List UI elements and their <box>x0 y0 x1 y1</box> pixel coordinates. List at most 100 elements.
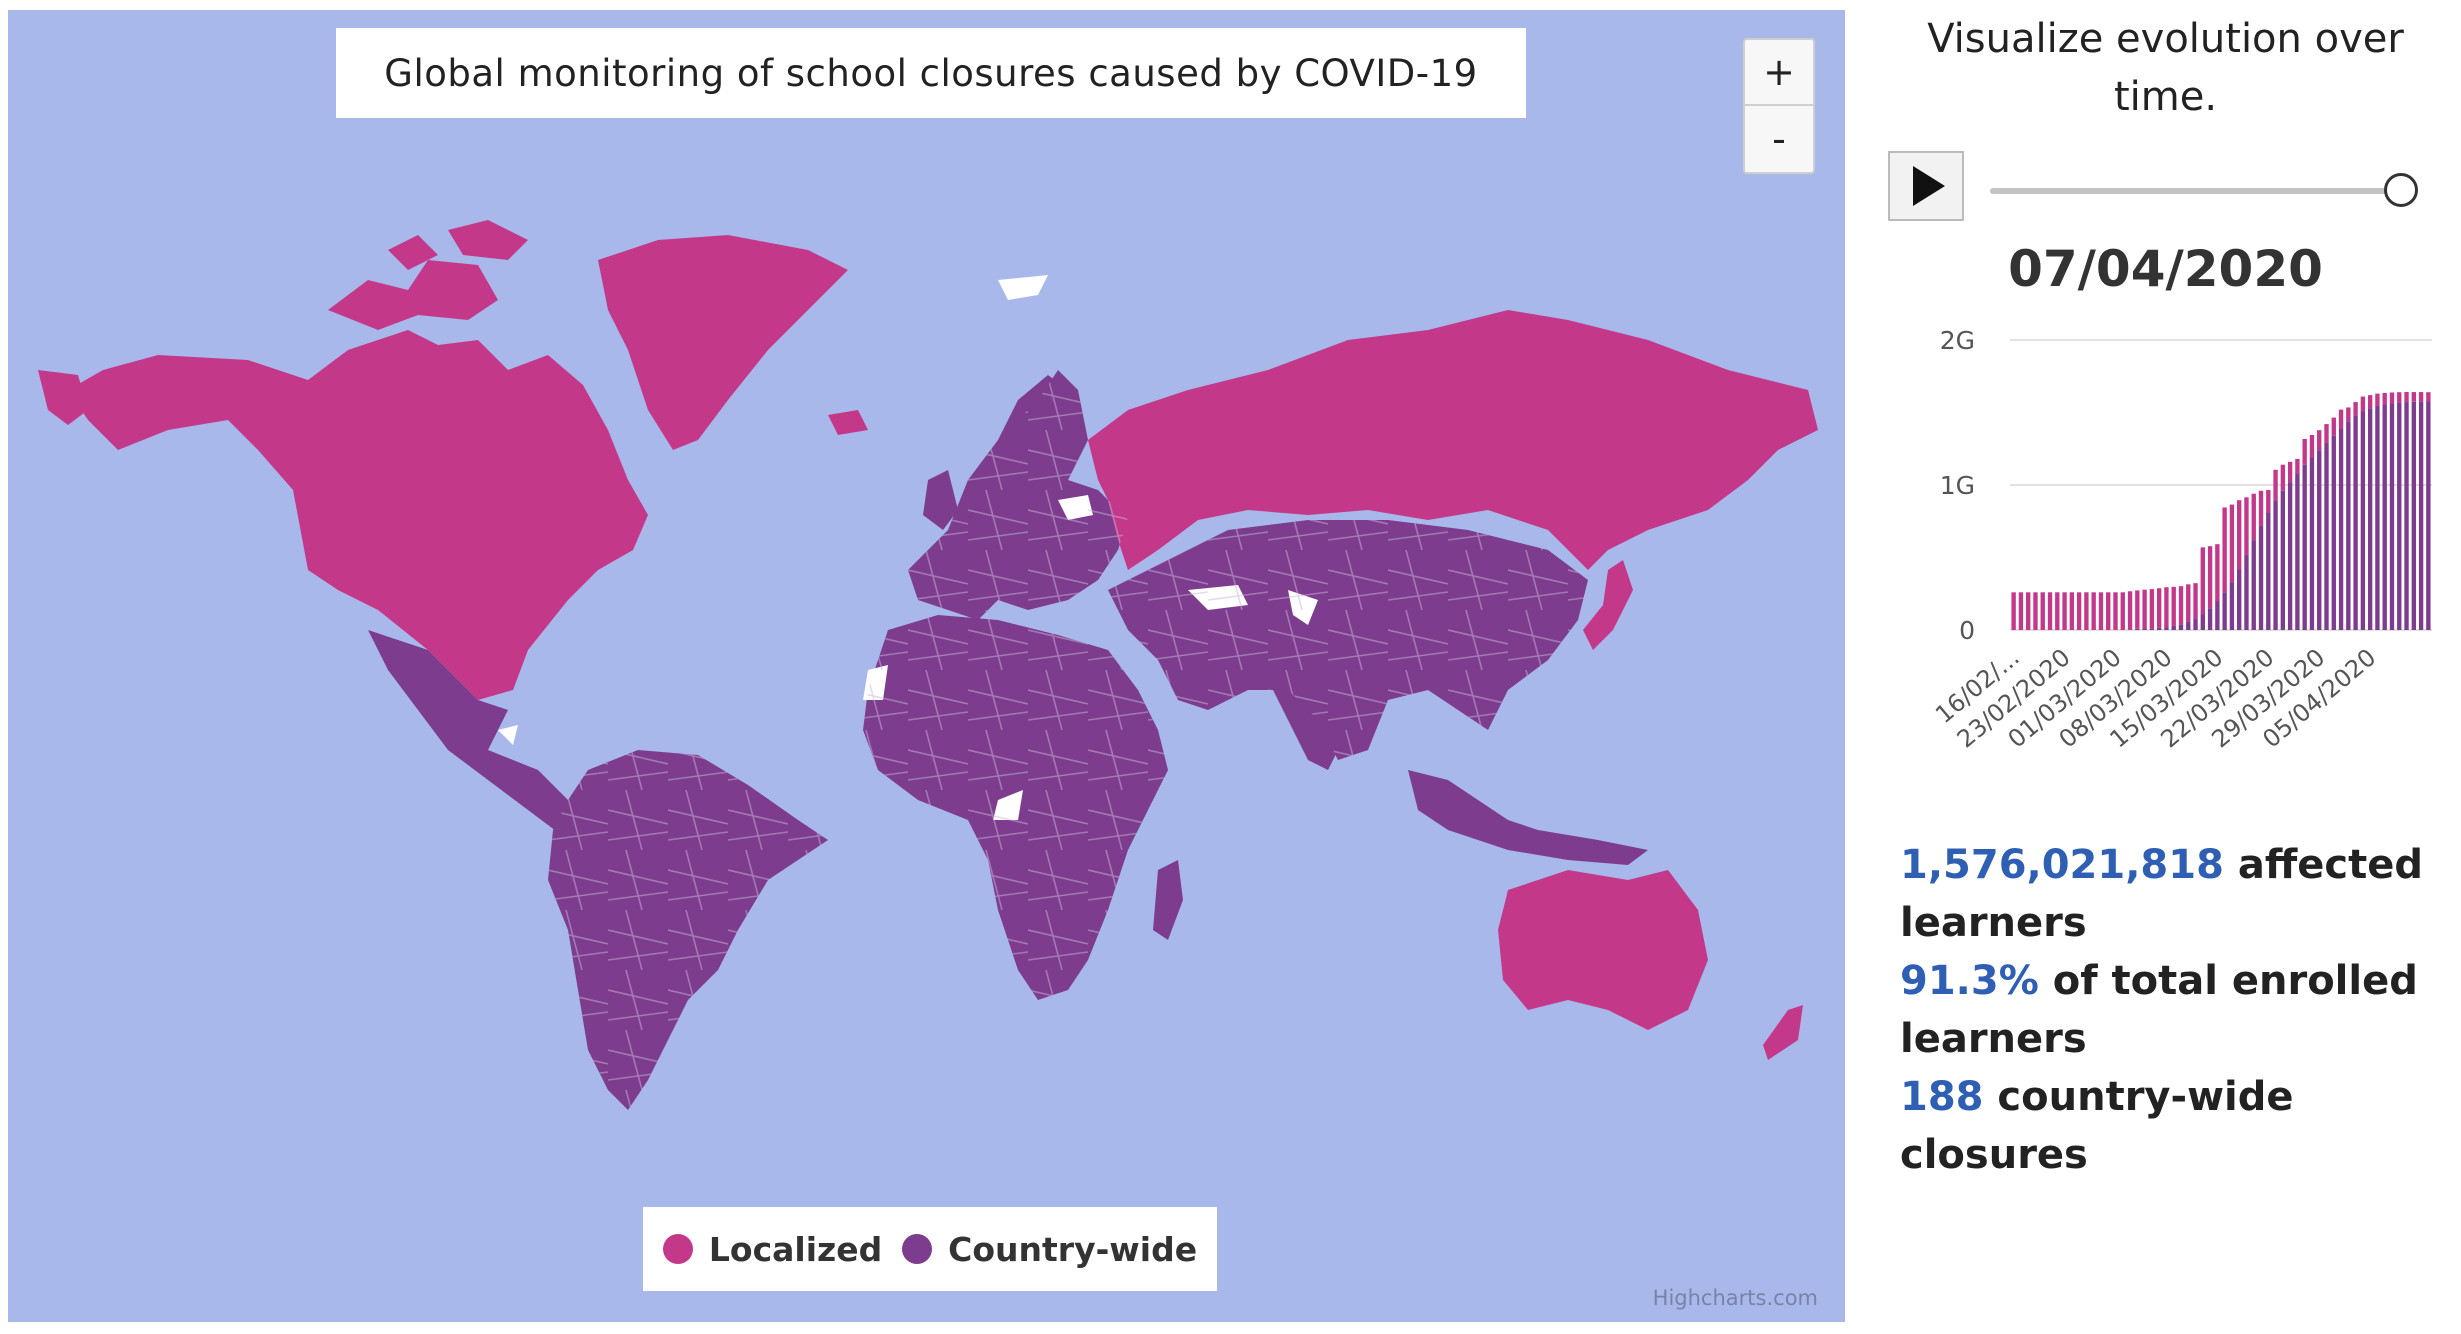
chart-bar-localized <box>2091 592 2096 630</box>
chart-bar-localized <box>2127 591 2133 630</box>
chart-bar-country-wide <box>2389 403 2395 630</box>
affected-text-2: learners <box>1900 900 2087 946</box>
country-greenland[interactable] <box>598 235 848 450</box>
chart-bar-localized <box>2360 396 2366 412</box>
closures-text: country-wide closures <box>1900 1074 2294 1178</box>
country-new-zealand[interactable] <box>1763 1005 1803 1060</box>
country-arctic-islands[interactable] <box>328 220 528 330</box>
legend-item-localized[interactable]: Localized <box>662 1229 883 1269</box>
legend-dot-localized <box>662 1234 693 1264</box>
chart-bar-localized <box>2084 592 2089 630</box>
country-iceland[interactable] <box>828 410 868 435</box>
chart-bar-localized <box>2411 392 2416 402</box>
closures-number: 188 <box>1900 1074 1984 1120</box>
chart-bar-localized <box>2142 589 2147 629</box>
chart-bar-country-wide <box>2156 627 2162 630</box>
chart-bar-localized <box>2302 438 2307 465</box>
chart-bar-localized <box>2353 402 2358 416</box>
map-title: Global monitoring of school closures cau… <box>336 28 1526 118</box>
chart-bar-country-wide <box>2164 627 2169 630</box>
chart-bar-localized <box>2266 489 2271 513</box>
country-japan[interactable] <box>1583 560 1633 650</box>
chart-bar-country-wide <box>2324 442 2329 630</box>
chart-bar-localized <box>2069 592 2075 630</box>
chart-bar-localized <box>2397 392 2402 403</box>
chart-bar-country-wide <box>2411 401 2416 630</box>
play-button[interactable] <box>1888 151 1964 221</box>
legend-label-localized: Localized <box>708 1229 883 1269</box>
chart-bar-country-wide <box>2317 450 2322 630</box>
chart-bar-localized <box>2062 592 2067 630</box>
country-uk[interactable] <box>923 470 958 530</box>
chart-bar-localized <box>2098 592 2104 630</box>
timeline-heading-line1: Visualize evolution over <box>1927 16 2404 62</box>
chart-bar-localized <box>2040 592 2045 630</box>
chart-bar-localized <box>2418 392 2424 402</box>
zoom-in-button[interactable]: + <box>1743 38 1815 106</box>
chart-bar-country-wide <box>2404 402 2409 630</box>
chart-bar-localized <box>2026 592 2031 630</box>
chart-bar-country-wide <box>2266 512 2271 630</box>
chart-bar-localized <box>2367 395 2373 409</box>
map-panel[interactable]: Global monitoring of school closures cau… <box>8 10 1845 1322</box>
chart-bar-localized <box>2309 434 2315 458</box>
chart-y-tick-label: 0 <box>1959 616 1975 645</box>
current-date: 07/04/2020 <box>2008 240 2323 298</box>
chart-bar-localized <box>2033 592 2038 630</box>
country-russia[interactable] <box>1088 310 1818 570</box>
chart-bar-country-wide <box>2338 428 2344 630</box>
chart-bar-country-wide <box>2193 618 2198 630</box>
country-australia[interactable] <box>1498 870 1708 1030</box>
legend-item-country-wide[interactable]: Country-wide <box>902 1230 1197 1269</box>
world-map[interactable] <box>8 10 1845 1322</box>
chart-bar-localized <box>2222 507 2227 593</box>
chart-bar-localized <box>2149 589 2155 629</box>
chart-bar-country-wide <box>2367 408 2373 630</box>
chart-bar-localized <box>2273 469 2278 501</box>
legend-label-country-wide: Country-wide <box>948 1229 1198 1269</box>
chart-bar-country-wide <box>2200 614 2205 630</box>
chart-bar-country-wide <box>2135 628 2140 630</box>
chart-bar-localized <box>2171 586 2176 626</box>
chart-y-tick-label: 1G <box>1940 471 1975 500</box>
chart-bar-localized <box>2251 493 2256 541</box>
country-usa-canada[interactable] <box>68 330 648 700</box>
chart-bar-country-wide <box>2258 525 2264 630</box>
chart-bar-localized <box>2186 584 2191 622</box>
chart-bar-localized <box>2113 592 2118 630</box>
learners-chart[interactable]: 01G2G16/02/...23/02/202001/03/202008/03/… <box>1870 310 2461 830</box>
play-icon <box>1913 166 1945 206</box>
country-madagascar[interactable] <box>1153 860 1183 940</box>
chart-bar-localized <box>2426 392 2431 402</box>
zoom-out-button[interactable]: - <box>1743 106 1815 174</box>
chart-bar-localized <box>2324 424 2329 443</box>
country-alaska-tip[interactable] <box>38 370 88 425</box>
chart-bar-localized <box>2346 407 2351 422</box>
chart-bar-localized <box>2287 461 2293 483</box>
chart-bar-country-wide <box>2309 457 2315 630</box>
chart-bar-country-wide <box>2251 540 2256 630</box>
region-southeast-asia[interactable] <box>1408 770 1648 865</box>
credits-link[interactable]: Highcharts.com <box>1652 1286 1818 1310</box>
chart-bar-country-wide <box>2382 404 2387 630</box>
timeline-slider-handle[interactable] <box>2384 173 2418 207</box>
map-legend: Localized Country-wide <box>643 1207 1217 1291</box>
chart-bar-localized <box>2258 490 2264 526</box>
chart-bar-country-wide <box>2178 624 2184 630</box>
legend-dot-country-wide <box>902 1234 933 1264</box>
chart-bar-localized <box>2164 587 2169 628</box>
chart-bar-localized <box>2055 592 2060 630</box>
region-central-america[interactable] <box>368 630 588 840</box>
timeline-slider-track[interactable] <box>1990 188 2400 194</box>
stats-block: 1,576,021,818 affected learners 91.3% of… <box>1900 836 2460 1184</box>
chart-bar-localized <box>2011 592 2016 630</box>
chart-bar-localized <box>2331 417 2336 436</box>
chart-bar-country-wide <box>2397 402 2402 630</box>
chart-bar-localized <box>2375 393 2380 406</box>
chart-bar-country-wide <box>2244 554 2249 630</box>
chart-bar-localized <box>2207 546 2213 609</box>
chart-bar-country-wide <box>2273 500 2278 630</box>
side-panel: Visualize evolution over time. 07/04/202… <box>1870 0 2461 1334</box>
chart-bar-country-wide <box>2222 592 2227 630</box>
chart-bar-localized <box>2193 583 2198 619</box>
